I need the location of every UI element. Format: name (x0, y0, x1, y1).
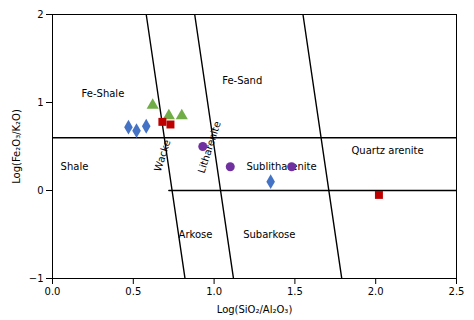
svg-text:Fe-Shale: Fe-Shale (82, 88, 125, 99)
svg-text:0: 0 (37, 185, 43, 196)
svg-text:1.0: 1.0 (206, 286, 222, 297)
svg-text:0.0: 0.0 (45, 286, 61, 297)
svg-text:0.5: 0.5 (125, 286, 141, 297)
svg-text:Log(SiO₂/Al₂O₃): Log(SiO₂/Al₂O₃) (217, 304, 293, 315)
svg-text:1.5: 1.5 (287, 286, 303, 297)
svg-text:Sublitharenite: Sublitharenite (246, 161, 316, 172)
svg-text:2.5: 2.5 (449, 286, 465, 297)
svg-text:Fe-Sand: Fe-Sand (222, 75, 262, 86)
svg-text:Subarkose: Subarkose (243, 229, 295, 240)
svg-text:Arkose: Arkose (179, 229, 213, 240)
svg-text:−1: −1 (29, 273, 44, 284)
svg-text:1: 1 (37, 97, 43, 108)
svg-text:2: 2 (37, 9, 43, 20)
svg-text:Quartz arenite: Quartz arenite (351, 145, 423, 156)
svg-text:Wacke: Wacke (152, 138, 172, 172)
svg-text:Litharenite: Litharenite (196, 120, 223, 175)
svg-text:Shale: Shale (61, 161, 89, 172)
svg-text:Log(Fe₂O₃/K₂O): Log(Fe₂O₃/K₂O) (11, 109, 22, 184)
svg-text:2.0: 2.0 (368, 286, 384, 297)
